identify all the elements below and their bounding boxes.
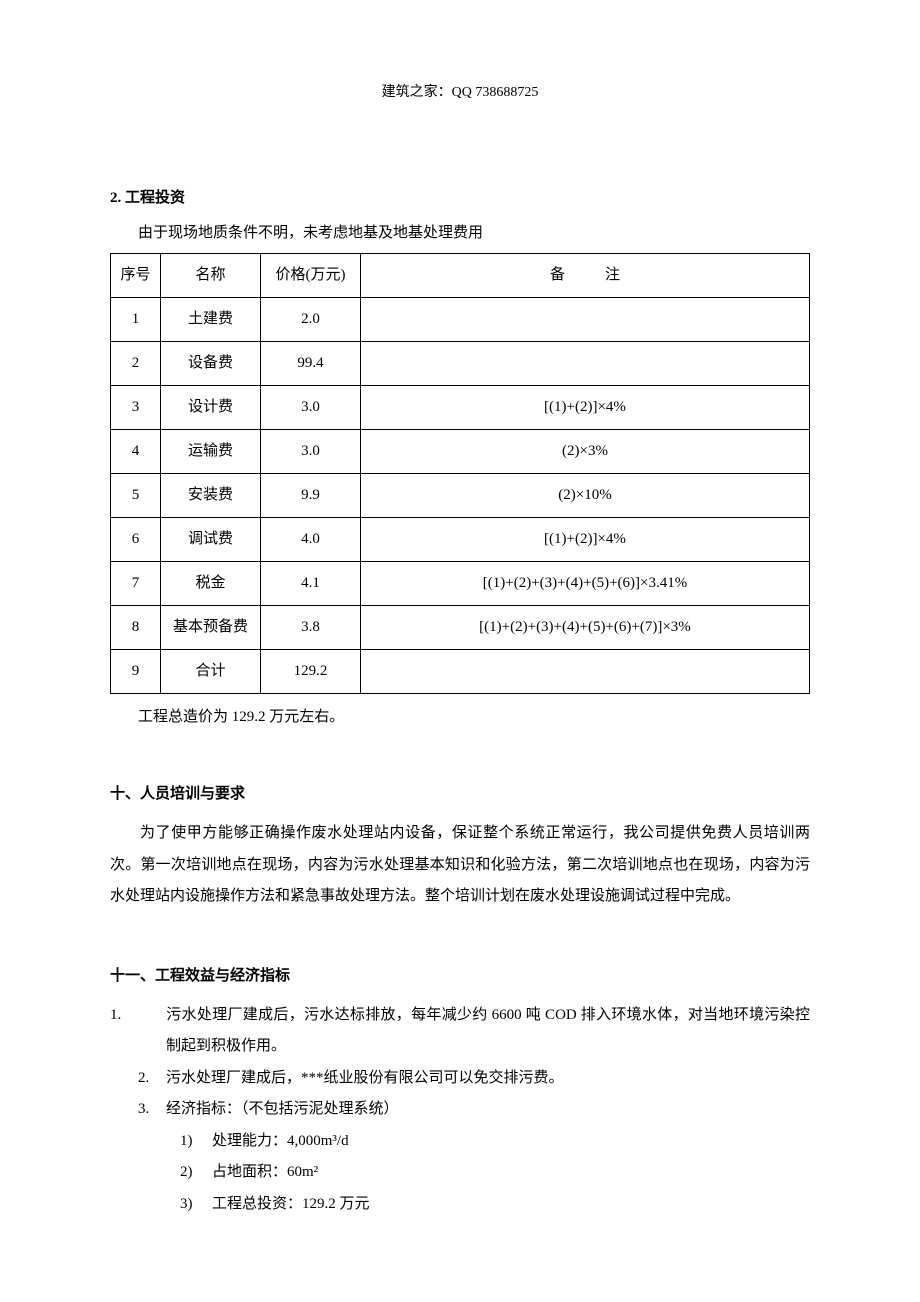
table-row: 9合计129.2 <box>111 650 810 694</box>
section-2-title: 2. 工程投资 <box>110 185 810 212</box>
list-item-text: 经济指标：（不包括污泥处理系统） <box>166 1101 399 1117</box>
sub-list-text: 占地面积：60m² <box>212 1164 318 1180</box>
table-cell-price: 4.0 <box>261 518 361 562</box>
table-cell-seq: 2 <box>111 342 161 386</box>
table-row: 7税金4.1[(1)+(2)+(3)+(4)+(5)+(6)]×3.41% <box>111 562 810 606</box>
table-cell-remark: [(1)+(2)]×4% <box>361 386 810 430</box>
section-10-heading: 十、人员培训与要求 <box>110 781 810 808</box>
table-cell-price: 4.1 <box>261 562 361 606</box>
table-cell-remark: [(1)+(2)]×4% <box>361 518 810 562</box>
sub-list-number: 1) <box>180 1126 212 1158</box>
table-cell-name: 土建费 <box>161 298 261 342</box>
page-header: 建筑之家：QQ 738688725 <box>110 80 810 105</box>
table-cell-remark <box>361 342 810 386</box>
table-cell-price: 129.2 <box>261 650 361 694</box>
th-name: 名称 <box>161 254 261 298</box>
th-seq: 序号 <box>111 254 161 298</box>
table-cell-price: 3.0 <box>261 430 361 474</box>
table-row: 5安装费9.9(2)×10% <box>111 474 810 518</box>
table-cell-name: 合计 <box>161 650 261 694</box>
table-cell-seq: 1 <box>111 298 161 342</box>
list-item-text: 污水处理厂建成后，污水达标排放，每年减少约 6600 吨 COD 排入环境水体，… <box>166 1007 810 1055</box>
list-item: 2.污水处理厂建成后，***纸业股份有限公司可以免交排污费。 <box>138 1063 810 1095</box>
section-2-note: 由于现场地质条件不明，未考虑地基及地基处理费用 <box>110 220 810 247</box>
section-11-heading: 十一、工程效益与经济指标 <box>110 963 810 990</box>
table-cell-name: 安装费 <box>161 474 261 518</box>
list-item: 3.经济指标：（不包括污泥处理系统） <box>138 1094 810 1126</box>
sub-list-item: 1)处理能力：4,000m³/d <box>180 1126 810 1158</box>
th-remark: 备注 <box>361 254 810 298</box>
list-item: 1.污水处理厂建成后，污水达标排放，每年减少约 6600 吨 COD 排入环境水… <box>138 1000 810 1063</box>
table-cell-price: 3.8 <box>261 606 361 650</box>
list-item-text: 污水处理厂建成后，***纸业股份有限公司可以免交排污费。 <box>166 1070 564 1086</box>
investment-table: 序号 名称 价格(万元) 备注 1土建费2.02设备费99.43设计费3.0[(… <box>110 253 810 694</box>
table-row: 6调试费4.0[(1)+(2)]×4% <box>111 518 810 562</box>
th-price: 价格(万元) <box>261 254 361 298</box>
sub-list-text: 处理能力：4,000m³/d <box>212 1133 349 1149</box>
table-cell-name: 调试费 <box>161 518 261 562</box>
table-cell-remark <box>361 298 810 342</box>
table-cell-seq: 5 <box>111 474 161 518</box>
list-item-number: 3. <box>138 1094 166 1126</box>
table-cell-remark <box>361 650 810 694</box>
table-cell-remark: [(1)+(2)+(3)+(4)+(5)+(6)+(7)]×3% <box>361 606 810 650</box>
sub-list-item: 3)工程总投资：129.2 万元 <box>180 1189 810 1221</box>
table-cell-name: 税金 <box>161 562 261 606</box>
table-cell-remark: [(1)+(2)+(3)+(4)+(5)+(6)]×3.41% <box>361 562 810 606</box>
sub-list-item: 2)占地面积：60m² <box>180 1157 810 1189</box>
table-cell-remark: (2)×10% <box>361 474 810 518</box>
table-cell-seq: 8 <box>111 606 161 650</box>
table-cell-name: 运输费 <box>161 430 261 474</box>
table-row: 8基本预备费3.8[(1)+(2)+(3)+(4)+(5)+(6)+(7)]×3… <box>111 606 810 650</box>
table-header-row: 序号 名称 价格(万元) 备注 <box>111 254 810 298</box>
sub-list-number: 3) <box>180 1189 212 1221</box>
table-cell-price: 99.4 <box>261 342 361 386</box>
table-cell-price: 3.0 <box>261 386 361 430</box>
table-cell-name: 基本预备费 <box>161 606 261 650</box>
table-cell-seq: 4 <box>111 430 161 474</box>
table-cell-price: 9.9 <box>261 474 361 518</box>
table-row: 1土建费2.0 <box>111 298 810 342</box>
sub-list-text: 工程总投资：129.2 万元 <box>212 1196 370 1212</box>
table-cell-price: 2.0 <box>261 298 361 342</box>
sub-list-number: 2) <box>180 1157 212 1189</box>
table-cell-name: 设计费 <box>161 386 261 430</box>
table-cell-seq: 6 <box>111 518 161 562</box>
table-cell-seq: 9 <box>111 650 161 694</box>
table-cell-seq: 3 <box>111 386 161 430</box>
section-10-para: 为了使甲方能够正确操作废水处理站内设备，保证整个系统正常运行，我公司提供免费人员… <box>110 818 810 913</box>
section-2-summary: 工程总造价为 129.2 万元左右。 <box>110 704 810 731</box>
table-row: 2设备费99.4 <box>111 342 810 386</box>
table-row: 3设计费3.0[(1)+(2)]×4% <box>111 386 810 430</box>
table-cell-remark: (2)×3% <box>361 430 810 474</box>
table-cell-seq: 7 <box>111 562 161 606</box>
table-row: 4运输费3.0(2)×3% <box>111 430 810 474</box>
table-cell-name: 设备费 <box>161 342 261 386</box>
list-item-number: 1. <box>138 1000 166 1032</box>
list-item-number: 2. <box>138 1063 166 1095</box>
